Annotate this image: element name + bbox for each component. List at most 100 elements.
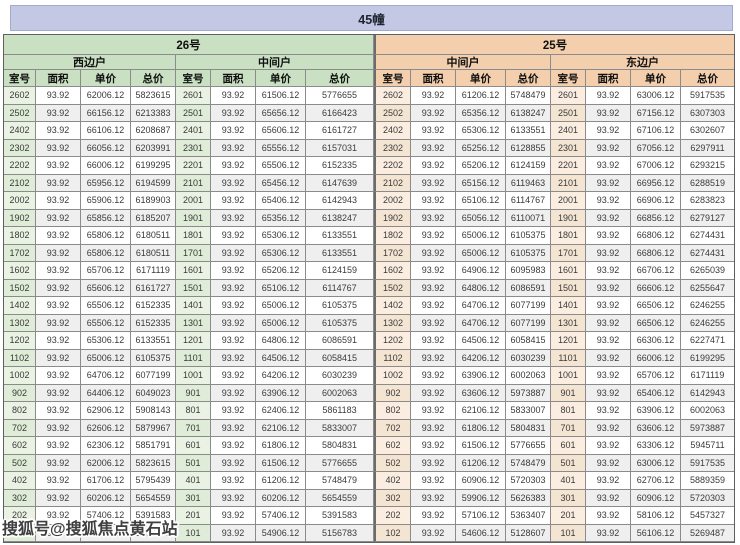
room-number-cell: 1602 <box>374 262 411 280</box>
table-cell: 6030239 <box>306 367 374 385</box>
unit-type-header-middle-26: 中间户 <box>176 55 374 70</box>
table-cell: 5889359 <box>681 472 734 490</box>
table-cell: 6077199 <box>506 314 551 332</box>
table-cell: 6246255 <box>681 314 734 332</box>
building-title-bar: 45幢 <box>10 5 733 31</box>
table-cell: 93.92 <box>411 297 456 315</box>
table-cell: 5391583 <box>306 507 374 525</box>
table-cell: 65506.12 <box>256 157 306 175</box>
table-cell: 93.92 <box>586 244 631 262</box>
table-cell: 6185207 <box>131 209 176 227</box>
table-cell: 5776655 <box>506 437 551 455</box>
table-cell: 6147639 <box>306 174 374 192</box>
table-cell: 5748479 <box>506 87 551 105</box>
table-cell: 62306.12 <box>81 437 131 455</box>
table-cell: 5654559 <box>131 489 176 507</box>
table-cell: 93.92 <box>586 209 631 227</box>
table-cell: 66306.12 <box>631 332 681 350</box>
table-cell: 60906.12 <box>456 472 506 490</box>
room-number-cell: 701 <box>176 419 211 437</box>
room-number-cell: 802 <box>374 402 411 420</box>
table-cell: 93.92 <box>211 349 256 367</box>
table-cell: 63906.12 <box>456 367 506 385</box>
table-cell: 6246255 <box>681 297 734 315</box>
table-cell: 5720303 <box>681 489 734 507</box>
table-cell: 65006.12 <box>456 244 506 262</box>
table-cell: 93.92 <box>411 209 456 227</box>
table-cell: 93.92 <box>36 279 81 297</box>
table-cell: 62006.12 <box>81 454 131 472</box>
table-cell: 93.92 <box>411 402 456 420</box>
room-number-cell: 1801 <box>551 227 586 245</box>
table-cell: 65856.12 <box>81 209 131 227</box>
room-number-cell: 801 <box>176 402 211 420</box>
building-title: 45幢 <box>358 12 385 27</box>
table-cell: 56106.12 <box>631 524 681 542</box>
table-cell: 6180511 <box>131 227 176 245</box>
table-cell: 93.92 <box>411 489 456 507</box>
table-cell: 62606.12 <box>81 419 131 437</box>
table-cell: 93.92 <box>36 314 81 332</box>
room-number-cell: 301 <box>551 489 586 507</box>
column-header: 室号 <box>551 70 586 87</box>
table-cell: 93.92 <box>411 104 456 122</box>
table-cell: 6297911 <box>681 139 734 157</box>
table-cell: 93.92 <box>211 402 256 420</box>
room-number-cell: 1401 <box>176 297 211 315</box>
table-cell: 6171119 <box>131 262 176 280</box>
table-cell: 62106.12 <box>256 419 306 437</box>
table-cell: 93.92 <box>411 139 456 157</box>
table-cell: 57106.12 <box>456 507 506 525</box>
table-cell: 6105375 <box>306 314 374 332</box>
table-cell: 93.92 <box>411 419 456 437</box>
room-number-cell: 2301 <box>176 139 211 157</box>
table-cell: 5908143 <box>131 402 176 420</box>
table-cell: 93.92 <box>36 192 81 210</box>
room-number-cell: 901 <box>551 384 586 402</box>
table-cell: 64206.12 <box>256 367 306 385</box>
room-number-cell: 1302 <box>374 314 411 332</box>
table-cell: 93.92 <box>211 157 256 175</box>
table-cell: 59906.12 <box>456 489 506 507</box>
room-number-cell: 1002 <box>4 367 36 385</box>
table-cell: 6049023 <box>131 384 176 402</box>
table-cell: 93.92 <box>211 262 256 280</box>
table-cell: 65306.12 <box>456 122 506 140</box>
table-cell: 93.92 <box>211 174 256 192</box>
table-cell: 65306.12 <box>256 244 306 262</box>
table-cell: 60906.12 <box>631 489 681 507</box>
table-cell: 6086591 <box>506 279 551 297</box>
table-cell: 65006.12 <box>456 227 506 245</box>
table-cell: 66156.12 <box>81 104 131 122</box>
table-cell: 62906.12 <box>81 402 131 420</box>
table-cell: 5269487 <box>681 524 734 542</box>
table-cell: 65706.12 <box>81 262 131 280</box>
table-cell: 93.92 <box>211 104 256 122</box>
table-cell: 5795439 <box>131 472 176 490</box>
table-cell: 5391583 <box>131 507 176 525</box>
table-cell: 93.92 <box>211 507 256 525</box>
room-number-cell: 2202 <box>4 157 36 175</box>
table-cell: 66856.12 <box>631 209 681 227</box>
table-cell: 67106.12 <box>631 122 681 140</box>
table-cell: 64706.12 <box>456 297 506 315</box>
unit-type-header-west: 西边户 <box>4 55 176 70</box>
table-cell: 55406.12 <box>81 524 131 542</box>
room-number-cell: 302 <box>374 489 411 507</box>
room-number-cell: 202 <box>4 507 36 525</box>
table-cell: 67006.12 <box>631 157 681 175</box>
table-cell: 66706.12 <box>631 262 681 280</box>
table-cell: 65656.12 <box>256 104 306 122</box>
table-cell: 93.92 <box>211 139 256 157</box>
table-cell: 65056.12 <box>456 209 506 227</box>
table-cell: 93.92 <box>211 384 256 402</box>
table-cell: 93.92 <box>211 209 256 227</box>
room-number-cell: 1801 <box>176 227 211 245</box>
room-number-cell: 2101 <box>176 174 211 192</box>
table-cell: 93.92 <box>411 507 456 525</box>
table-cell: 6114767 <box>506 192 551 210</box>
table-cell: 93.92 <box>211 297 256 315</box>
room-number-cell: 201 <box>551 507 586 525</box>
table-cell: 6133551 <box>306 227 374 245</box>
table-cell: 64406.12 <box>81 384 131 402</box>
